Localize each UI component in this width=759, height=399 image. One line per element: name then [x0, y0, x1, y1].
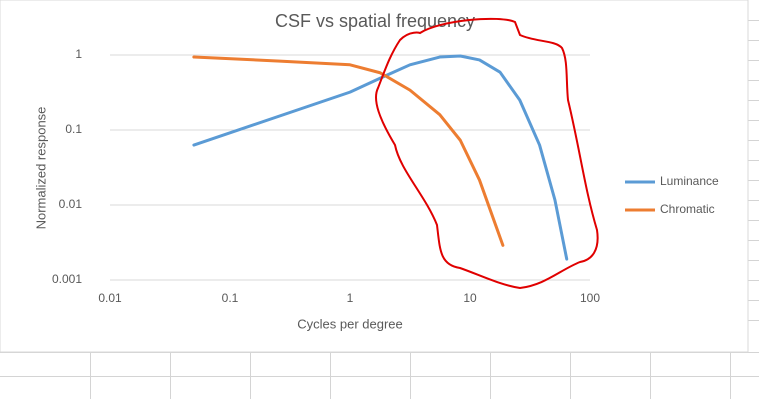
- series-line: [192, 54, 569, 261]
- chart-area: [0, 0, 749, 353]
- x-axis-title: Cycles per degree: [297, 316, 403, 331]
- x-tick-label: 0.01: [98, 291, 122, 305]
- y-tick-label: 1: [75, 47, 82, 61]
- y-tick-label: 0.01: [59, 197, 83, 211]
- x-tick-label: 1: [347, 291, 354, 305]
- y-tick-label: 0.001: [52, 272, 82, 286]
- x-tick-label: 10: [463, 291, 477, 305]
- hand-drawn-annotation: [375, 17, 599, 290]
- legend-label: Chromatic: [660, 202, 715, 216]
- series-line: [192, 55, 505, 247]
- plot-area: 0.001 0.01 0.1 1 0.01 0.1 1 10 100 Luminance Chrom…: [52, 47, 719, 305]
- y-axis-title: Normalized response: [33, 107, 48, 230]
- x-tick-label: 0.1: [222, 291, 239, 305]
- y-tick-label: 0.1: [65, 122, 82, 136]
- chart-title: CSF vs spatial frequency: [275, 11, 475, 31]
- legend-label: Luminance: [660, 174, 719, 188]
- x-tick-label: 100: [580, 291, 600, 305]
